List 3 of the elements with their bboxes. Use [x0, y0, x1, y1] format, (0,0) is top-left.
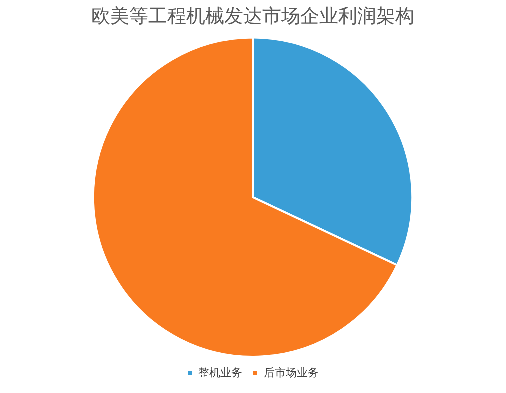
legend-label: 整机业务 [198, 366, 242, 380]
legend-label: 后市场业务 [264, 366, 319, 380]
chart-title: 欧美等工程机械发达市场企业利润架构 [92, 5, 414, 28]
